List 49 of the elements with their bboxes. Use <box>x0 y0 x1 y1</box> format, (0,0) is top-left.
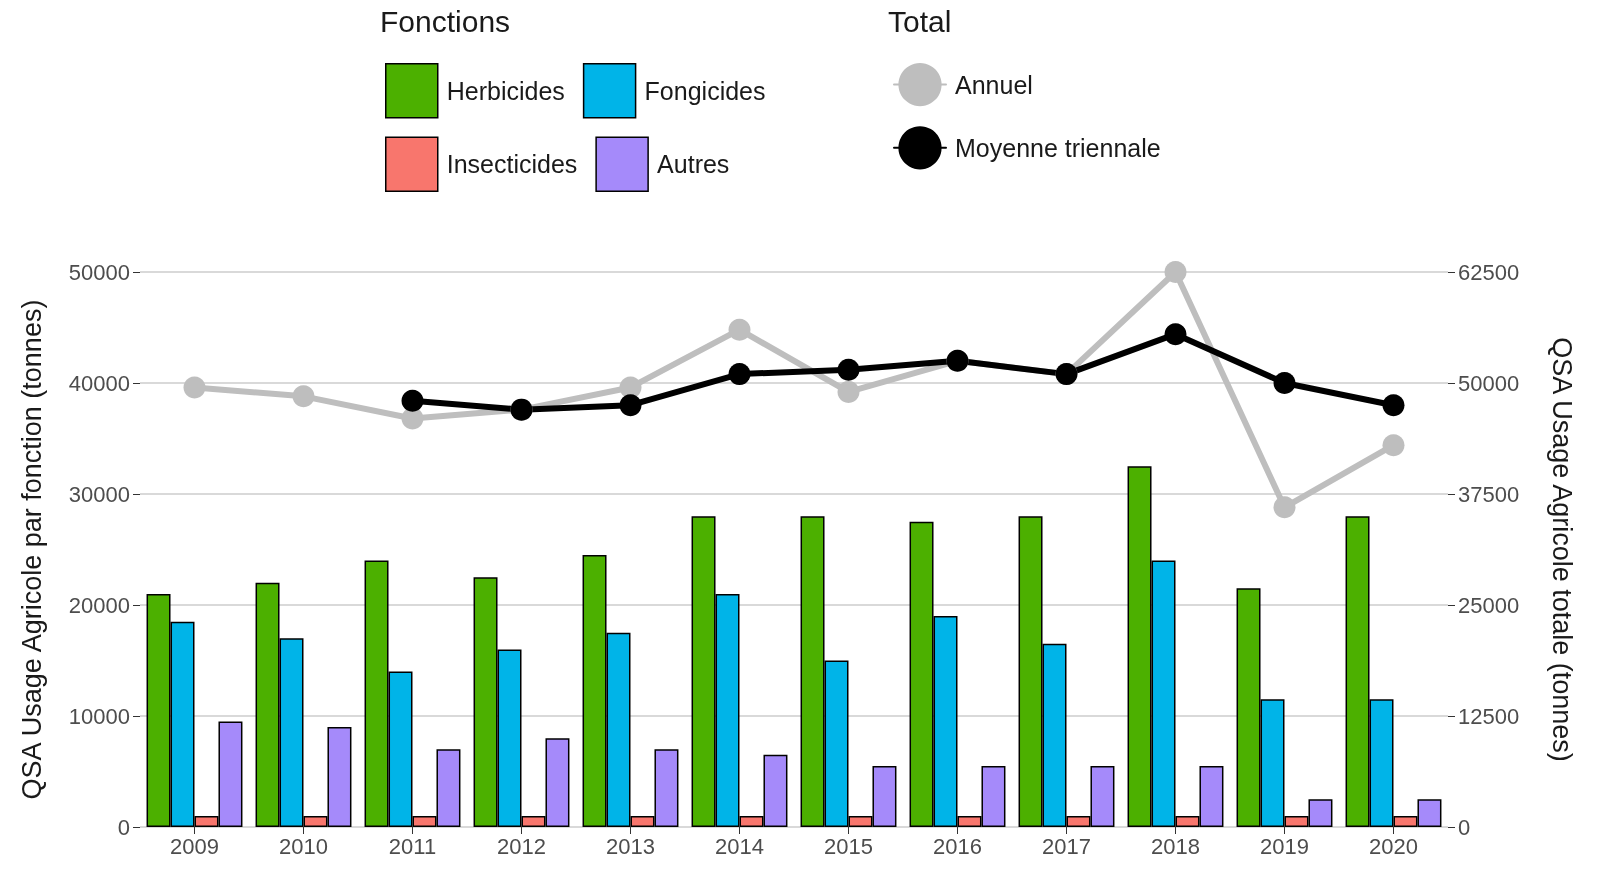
y2-tick-label: 12500 <box>1458 703 1520 729</box>
x-tick-label: 2020 <box>1369 833 1418 859</box>
x-tick-label: 2018 <box>1151 833 1200 859</box>
y2-tick-label: 50000 <box>1458 370 1520 396</box>
legend-label: Moyenne triennale <box>955 133 1161 162</box>
x-tick-label: 2016 <box>933 833 982 859</box>
text: Total <box>888 4 952 38</box>
x-tick-label: 2011 <box>388 833 437 859</box>
y-tick-label: 30000 <box>68 481 130 507</box>
y2-tick-label: 62500 <box>1458 259 1520 285</box>
point <box>728 363 751 386</box>
x-tick-label: 2014 <box>715 833 764 859</box>
legend-label: Autres <box>657 150 730 179</box>
y-tick-label: 10000 <box>68 703 130 729</box>
point <box>1273 496 1296 519</box>
y-tick-label: 50000 <box>68 259 130 285</box>
y-axis-title: QSA Usage Agricole par fonction (tonnes) <box>16 299 47 800</box>
point <box>1273 372 1296 394</box>
point <box>1382 434 1405 457</box>
y2-tick-label: 37500 <box>1458 481 1520 507</box>
point <box>728 318 751 341</box>
point <box>1382 394 1405 417</box>
legend-title: Fonctions <box>380 4 511 38</box>
point <box>619 394 642 417</box>
point <box>401 389 424 412</box>
x-tick-label: 2009 <box>170 833 219 859</box>
point <box>401 407 424 430</box>
y2-tick-label: 0 <box>1458 814 1471 840</box>
x-tick-label: 2013 <box>606 833 655 859</box>
x-tick-label: 2015 <box>824 833 873 859</box>
y2-tick-label: 25000 <box>1458 592 1520 618</box>
y-tick-label: 40000 <box>68 370 130 396</box>
x-tick-label: 2010 <box>279 833 328 859</box>
point <box>292 385 315 408</box>
legend-label: Annuel <box>955 70 1033 99</box>
point <box>837 380 860 403</box>
y-tick-label: 20000 <box>68 592 130 618</box>
legend-label: Herbicides <box>446 76 565 105</box>
point <box>837 358 860 381</box>
y-tick-label: 0 <box>117 814 130 840</box>
point <box>1164 323 1187 346</box>
x-tick-label: 2019 <box>1260 833 1309 859</box>
x-tick-label: 2017 <box>1042 833 1091 859</box>
point <box>1164 261 1187 283</box>
legend-label: Fongicides <box>644 76 766 105</box>
legend-label: Insecticides <box>446 150 578 179</box>
x-tick-label: 2012 <box>497 833 546 859</box>
y2-axis-title: QSA Usage Agricole totale (tonnes) <box>1546 337 1577 762</box>
point <box>183 376 206 399</box>
